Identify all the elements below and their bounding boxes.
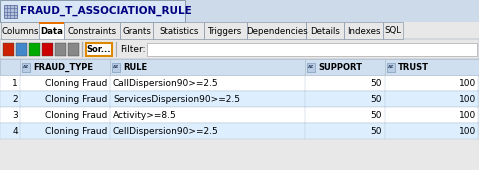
Text: Cloning Fraud: Cloning Fraud <box>45 110 107 120</box>
Text: 100: 100 <box>459 79 476 88</box>
Text: TRUST: TRUST <box>398 63 429 72</box>
Bar <box>112 63 120 72</box>
Bar <box>0 123 479 139</box>
Bar <box>4 5 17 18</box>
Bar <box>307 22 344 39</box>
Bar <box>147 43 477 56</box>
Bar <box>3 43 14 56</box>
Text: 3: 3 <box>12 110 18 120</box>
Text: Cloning Fraud: Cloning Fraud <box>45 79 107 88</box>
Bar <box>0 75 479 91</box>
Text: 2: 2 <box>12 95 18 104</box>
Bar <box>307 63 315 72</box>
Bar <box>0 0 479 39</box>
Bar <box>0 39 479 59</box>
Bar <box>1 22 39 39</box>
Text: Grants: Grants <box>122 27 151 36</box>
Bar <box>247 22 307 39</box>
Text: 4: 4 <box>12 126 18 135</box>
Bar <box>0 0 185 22</box>
Text: AZ: AZ <box>23 65 29 70</box>
Text: 50: 50 <box>370 95 382 104</box>
Text: Activity>=8.5: Activity>=8.5 <box>113 110 177 120</box>
Text: RULE: RULE <box>123 63 147 72</box>
Text: CallDispersion90>=2.5: CallDispersion90>=2.5 <box>113 79 218 88</box>
Bar <box>86 43 112 56</box>
Text: AZ: AZ <box>308 65 314 70</box>
Text: Filter:: Filter: <box>120 45 146 54</box>
Bar <box>205 22 247 39</box>
Text: AZ: AZ <box>388 65 394 70</box>
Text: AZ: AZ <box>113 65 119 70</box>
Text: Sor...: Sor... <box>87 45 111 54</box>
Text: SQL: SQL <box>385 27 401 36</box>
Text: Statistics: Statistics <box>159 27 199 36</box>
Bar <box>387 63 395 72</box>
Text: Constraints: Constraints <box>68 27 116 36</box>
Text: Cloning Fraud: Cloning Fraud <box>45 126 107 135</box>
Bar <box>0 91 479 107</box>
Text: Triggers: Triggers <box>208 27 243 36</box>
Bar <box>0 0 479 22</box>
Bar <box>22 63 30 72</box>
Bar <box>39 22 64 24</box>
Bar <box>0 107 479 123</box>
Bar <box>0 59 479 75</box>
Text: 100: 100 <box>459 95 476 104</box>
Text: FRAUD_T_ASSOCIATION_RULE: FRAUD_T_ASSOCIATION_RULE <box>20 6 192 16</box>
Bar <box>42 43 53 56</box>
Bar <box>344 22 383 39</box>
Bar <box>55 43 66 56</box>
Bar <box>64 22 120 39</box>
Bar <box>110 59 305 75</box>
Text: CellDispersion90>=2.5: CellDispersion90>=2.5 <box>113 126 219 135</box>
Text: SUPPORT: SUPPORT <box>318 63 362 72</box>
Bar <box>385 59 479 75</box>
Text: Dependencies: Dependencies <box>246 27 308 36</box>
Bar <box>153 22 205 39</box>
Bar <box>120 22 153 39</box>
Bar <box>20 59 110 75</box>
Text: FRAUD_TYPE: FRAUD_TYPE <box>33 62 93 72</box>
Bar <box>68 43 79 56</box>
Text: Indexes: Indexes <box>347 27 380 36</box>
Text: 50: 50 <box>370 110 382 120</box>
Bar <box>0 59 20 75</box>
Text: 100: 100 <box>459 110 476 120</box>
Text: 1: 1 <box>12 79 18 88</box>
Bar <box>29 43 40 56</box>
Bar <box>16 43 27 56</box>
Text: Details: Details <box>310 27 341 36</box>
Bar <box>305 59 385 75</box>
Text: 100: 100 <box>459 126 476 135</box>
Bar <box>383 22 403 39</box>
Text: Cloning Fraud: Cloning Fraud <box>45 95 107 104</box>
Bar <box>39 22 64 39</box>
Text: Columns: Columns <box>1 27 39 36</box>
Text: 50: 50 <box>370 79 382 88</box>
Text: Data: Data <box>40 27 63 36</box>
Bar <box>0 22 479 39</box>
Text: ServicesDispersion90>=2.5: ServicesDispersion90>=2.5 <box>113 95 240 104</box>
Text: 50: 50 <box>370 126 382 135</box>
